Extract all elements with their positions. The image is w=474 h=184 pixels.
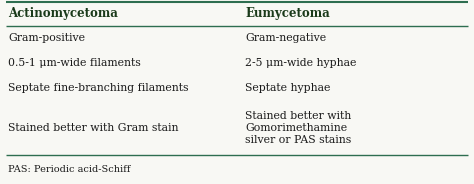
Text: 0.5-1 μm-wide filaments: 0.5-1 μm-wide filaments xyxy=(8,58,141,68)
Text: Actinomycetoma: Actinomycetoma xyxy=(8,8,118,20)
Text: PAS: Periodic acid-Schiff: PAS: Periodic acid-Schiff xyxy=(8,165,130,174)
Text: Stained better with Gram stain: Stained better with Gram stain xyxy=(8,123,179,133)
Text: Gram-positive: Gram-positive xyxy=(8,33,85,43)
Text: 2-5 μm-wide hyphae: 2-5 μm-wide hyphae xyxy=(245,58,356,68)
Text: Eumycetoma: Eumycetoma xyxy=(245,8,330,20)
Text: Septate hyphae: Septate hyphae xyxy=(245,83,330,93)
Text: Gram-negative: Gram-negative xyxy=(245,33,326,43)
Text: Septate fine-branching filaments: Septate fine-branching filaments xyxy=(8,83,189,93)
Text: Stained better with
Gomorimethamine
silver or PAS stains: Stained better with Gomorimethamine silv… xyxy=(245,111,351,145)
